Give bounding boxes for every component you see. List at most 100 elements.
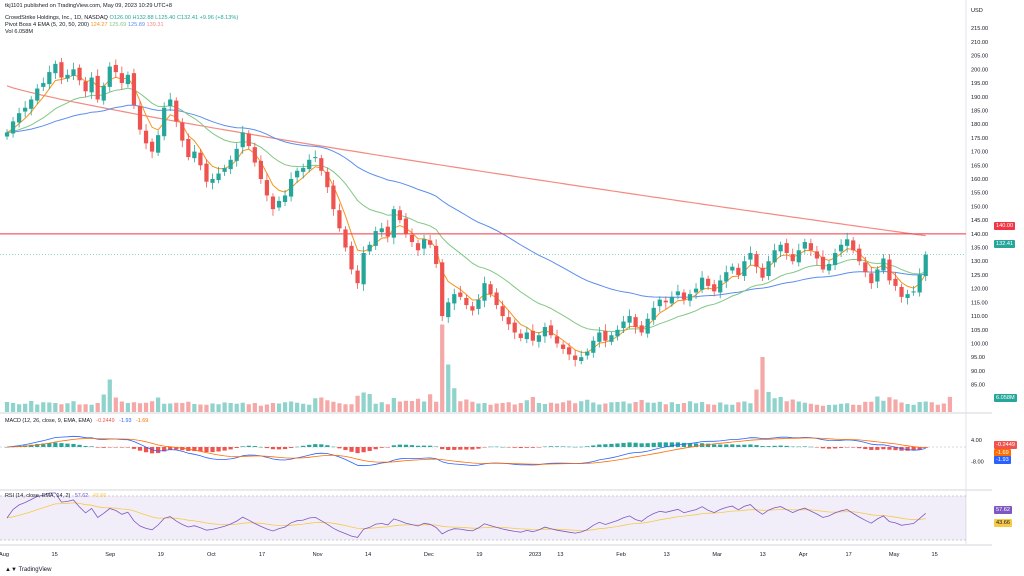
macd-histogram-bar <box>621 442 626 447</box>
candle-body <box>71 69 76 76</box>
volume-bar <box>585 399 590 412</box>
ema50-value: 125.89 <box>127 22 145 28</box>
volume-bar <box>899 402 904 412</box>
candle-body <box>585 351 590 356</box>
macd-histogram-bar <box>857 447 862 449</box>
volume-bar <box>506 402 511 412</box>
candle-body <box>83 81 88 92</box>
candle-body <box>156 135 161 153</box>
volume-bar <box>65 403 70 412</box>
x-tick-label: 17 <box>259 552 265 558</box>
volume-bar <box>23 403 28 412</box>
y-tick-label: 150.00 <box>971 204 988 210</box>
macd-line-label: -1.93 <box>994 456 1011 464</box>
volume-bar <box>875 396 880 412</box>
volume-bar <box>832 404 838 412</box>
x-tick-label: 19 <box>158 552 164 558</box>
macd-histogram-bar <box>246 445 251 447</box>
candle-body <box>724 272 729 282</box>
candle-body <box>53 63 58 74</box>
volume-bar <box>331 401 336 412</box>
macd-histogram-bar <box>204 447 209 453</box>
macd-histogram-bar <box>887 447 892 450</box>
volume-bar <box>156 397 161 412</box>
macd-histogram-bar <box>651 442 656 447</box>
macd-histogram-bar <box>156 447 161 454</box>
macd-histogram-bar <box>301 445 306 447</box>
y-tick-label: 190.00 <box>971 95 988 101</box>
macd-histogram-bar <box>470 447 475 450</box>
volume-bar <box>349 404 354 412</box>
candle-body <box>409 234 415 243</box>
volume-bar <box>125 403 131 412</box>
volume-bar <box>131 402 137 412</box>
candle-body <box>832 253 838 266</box>
volume-bar <box>524 400 529 412</box>
candle-body <box>186 138 191 158</box>
ohlc-values: O126.00 H132.88 L125.40 C132.41 +9.96 (+… <box>109 15 239 21</box>
y-tick-label: 120.00 <box>971 287 988 293</box>
candle-body <box>838 244 844 252</box>
symbol-line: CrowdStrike Holdings, Inc., 1D, NASDAQ O… <box>5 15 238 22</box>
macd-histogram-bar <box>724 444 729 447</box>
macd-histogram-bar <box>639 443 644 447</box>
y-tick-label: 95.00 <box>971 355 985 361</box>
candle-body <box>16 113 22 123</box>
macd-histogram-bar <box>766 446 771 447</box>
macd-legend: MACD (12, 26, close, 9, EMA, EMA) -0.244… <box>5 418 151 424</box>
macd-histogram-bar <box>349 447 354 452</box>
volume-bar <box>337 403 342 412</box>
volume-bar <box>488 404 493 412</box>
ema200-line <box>6 85 926 237</box>
candle-body <box>325 171 330 188</box>
logo-text: TradingView <box>18 567 52 573</box>
candle-body <box>687 294 693 301</box>
volume-bar <box>313 398 318 412</box>
macd-histogram-bar <box>548 446 554 447</box>
ema-legend: Pivot Boss 4 EMA (5, 20, 50, 200) 124.27… <box>5 22 164 29</box>
candle-body <box>23 107 28 112</box>
candle-body <box>337 210 342 229</box>
candle-body <box>772 250 777 263</box>
candle-body <box>857 248 862 262</box>
candle-body <box>240 132 245 148</box>
macd-histogram-bar <box>228 447 233 450</box>
rsi-legend-ma: 43.66 <box>92 493 107 499</box>
candle-body <box>851 240 856 251</box>
candle-body <box>464 297 469 306</box>
candle-body <box>210 178 215 183</box>
macd-histogram-bar <box>802 446 807 447</box>
volume-bar <box>615 402 620 412</box>
x-tick-label: 13 <box>760 552 766 558</box>
macd-histogram-bar <box>47 443 52 447</box>
macd-histogram-bar <box>337 447 342 449</box>
candle-body <box>911 291 916 293</box>
volume-bar <box>651 402 656 412</box>
macd-histogram-bar <box>307 444 312 447</box>
candle-body <box>663 300 668 303</box>
rsi-value-label: 57.62 <box>994 506 1012 514</box>
macd-line <box>6 435 926 467</box>
volume-bar <box>264 404 270 412</box>
candle-body <box>820 256 826 270</box>
macd-histogram-bar <box>119 447 124 448</box>
ema200-value: 139.31 <box>146 22 164 28</box>
macd-histogram-bar <box>573 446 578 448</box>
rsi-ma-label: 43.66 <box>994 519 1012 527</box>
candle-body <box>718 280 723 293</box>
volume-bar <box>548 402 554 412</box>
candle-body <box>790 254 795 262</box>
volume-bar <box>567 400 572 412</box>
y-tick-label: 85.00 <box>971 383 985 389</box>
y-tick-label: 115.00 <box>971 300 988 306</box>
volume-bar <box>518 403 523 412</box>
volume-bar <box>71 401 76 412</box>
candle-body <box>651 307 656 320</box>
macd-histogram-bar <box>367 447 372 451</box>
currency-label: USD <box>971 8 983 14</box>
candle-body <box>361 253 366 285</box>
macd-histogram-bar <box>385 447 390 448</box>
macd-histogram-bar <box>476 447 481 449</box>
candle-body <box>95 75 100 100</box>
